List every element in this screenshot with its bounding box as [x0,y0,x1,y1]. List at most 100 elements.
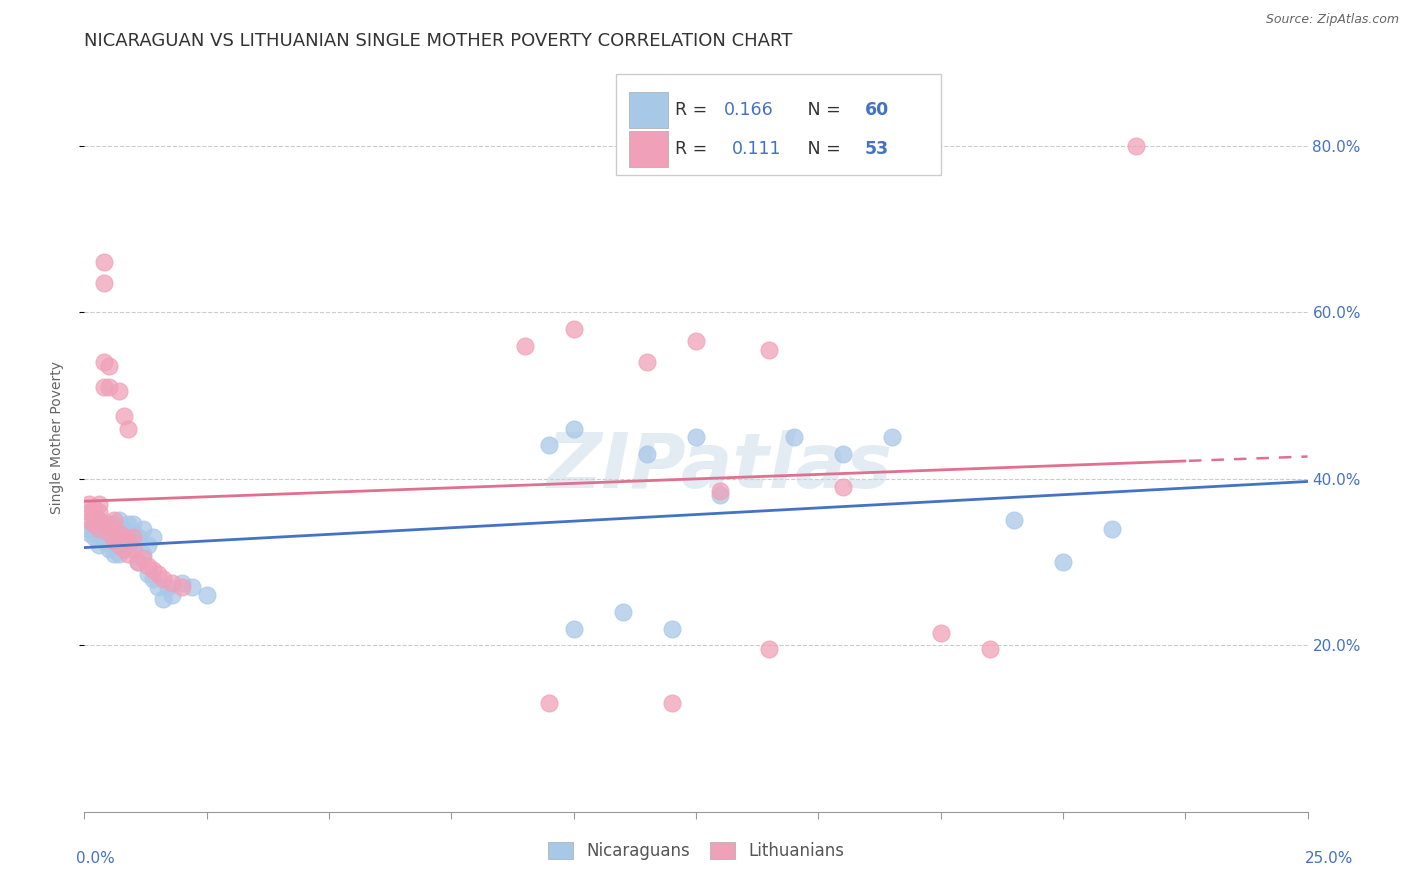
Point [122,517,145,532]
Point [117,547,139,561]
Point [117,422,139,436]
Point [1002,513,1025,527]
Point [87,538,110,552]
Point [685,430,707,444]
Text: 0.166: 0.166 [724,101,773,119]
Point [181,580,204,594]
Text: N =: N = [792,140,846,158]
Point [77,505,100,519]
Point [87,522,110,536]
Point [87,505,110,519]
Point [103,547,125,561]
Text: R =: R = [675,140,718,158]
Point [93,522,115,536]
Point [661,697,683,711]
Point [636,355,658,369]
Point [142,530,165,544]
Point [77,513,100,527]
Legend: Nicaraguans, Lithuanians: Nicaraguans, Lithuanians [541,836,851,867]
Y-axis label: Single Mother Poverty: Single Mother Poverty [49,360,63,514]
Point [513,338,536,352]
Point [562,422,585,436]
Point [758,642,780,657]
Point [83,509,105,524]
Text: 0.111: 0.111 [731,140,780,158]
Point [77,525,100,540]
Point [97,534,120,549]
Text: 25.0%: 25.0% [1305,851,1353,865]
Point [562,322,585,336]
Point [122,525,145,540]
Point [112,530,135,544]
Point [162,575,184,590]
Point [172,575,194,590]
Point [83,517,105,532]
Point [93,255,115,269]
Point [685,334,707,349]
Point [97,380,120,394]
FancyBboxPatch shape [628,92,668,128]
Point [538,438,561,452]
Point [83,500,105,515]
Point [83,530,105,544]
Point [122,534,145,549]
Point [103,534,125,549]
Point [103,522,125,536]
Point [162,588,184,602]
Point [661,622,683,636]
Point [127,555,149,569]
Point [1101,522,1123,536]
Point [146,580,169,594]
Point [831,480,853,494]
Point [107,538,129,552]
Point [107,513,129,527]
Point [142,563,165,577]
Point [103,513,125,527]
Point [97,359,120,374]
Point [103,517,125,532]
Point [93,530,115,544]
Point [93,355,115,369]
Point [979,642,1001,657]
Point [156,580,179,594]
Point [612,605,634,619]
Point [107,525,129,540]
Point [636,447,658,461]
Point [97,517,120,532]
Point [831,447,853,461]
Point [87,525,110,540]
Text: 53: 53 [865,140,889,158]
Point [97,525,120,540]
Point [929,625,952,640]
Point [103,538,125,552]
Point [112,409,135,424]
Point [146,567,169,582]
Point [117,534,139,549]
Text: R =: R = [675,101,713,119]
Point [132,522,155,536]
Point [127,555,149,569]
Point [132,550,155,565]
Text: NICARAGUAN VS LITHUANIAN SINGLE MOTHER POVERTY CORRELATION CHART: NICARAGUAN VS LITHUANIAN SINGLE MOTHER P… [84,32,793,50]
Point [709,484,731,499]
Point [87,513,110,527]
Point [107,525,129,540]
Point [112,542,135,557]
Point [132,547,155,561]
Text: 0.0%: 0.0% [76,851,115,865]
Point [122,542,145,557]
Point [103,525,125,540]
Point [562,622,585,636]
Point [195,588,218,602]
Point [1052,555,1074,569]
Point [783,430,806,444]
Point [77,522,100,536]
Point [136,559,159,574]
Point [709,488,731,502]
FancyBboxPatch shape [616,74,941,175]
Point [87,497,110,511]
Point [107,534,129,549]
Point [538,697,561,711]
Point [77,497,100,511]
Point [142,572,165,586]
